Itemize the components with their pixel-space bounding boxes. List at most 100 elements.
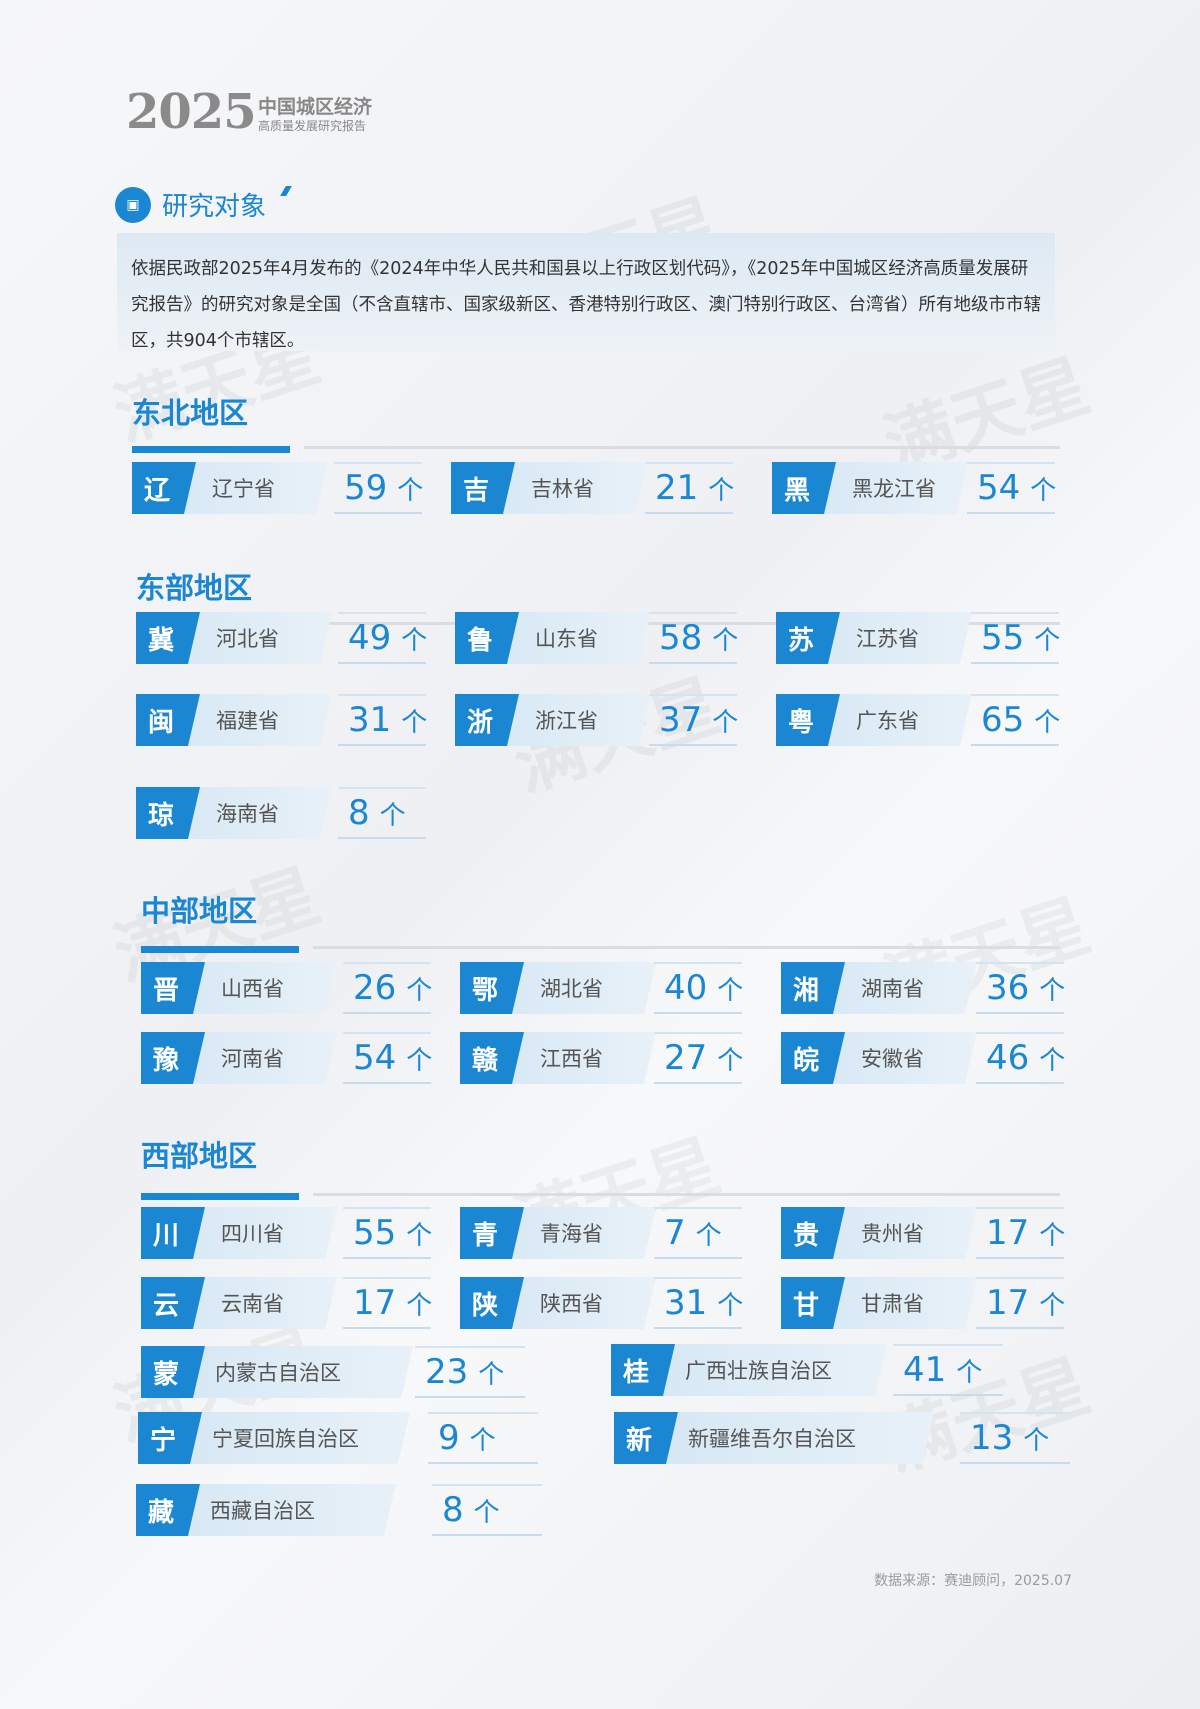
section-title: 研究对象 [162, 192, 267, 222]
province-item: 甘 甘肃省 17 个 [781, 1277, 1076, 1329]
count-unit: 个 [401, 625, 428, 656]
province-name: 吉林省 [531, 477, 594, 501]
province-item: 湘 湖南省 36 个 [781, 962, 1076, 1014]
province-abbr: 鲁 [455, 612, 519, 664]
count-unit: 个 [478, 1359, 505, 1390]
province-name: 新疆维吾尔自治区 [688, 1427, 856, 1451]
data-source: 数据来源：赛迪顾问，2025.07 [874, 1573, 1072, 1589]
count-unit: 个 [406, 1045, 433, 1076]
count-value: 31 [664, 1283, 708, 1323]
province-abbr: 吉 [451, 462, 515, 514]
province-item: 川 四川省 55 个 [141, 1207, 443, 1259]
count-unit: 个 [1039, 975, 1066, 1006]
province-name: 福建省 [216, 709, 279, 733]
district-count: 21 个 [645, 462, 735, 514]
district-count: 23 个 [415, 1346, 525, 1398]
count-value: 65 [981, 700, 1025, 740]
province-abbr: 辽 [132, 462, 196, 514]
province-item: 苏 江苏省 55 个 [776, 612, 1071, 664]
count-unit: 个 [695, 1220, 722, 1251]
title-accent [280, 186, 292, 196]
province-item: 粤 广东省 65 个 [776, 694, 1071, 746]
province-abbr: 川 [141, 1207, 205, 1259]
province-name: 辽宁省 [212, 477, 275, 501]
count-unit: 个 [1039, 1290, 1066, 1321]
count-value: 13 [970, 1418, 1014, 1458]
province-abbr: 青 [460, 1207, 524, 1259]
province-abbr: 粤 [776, 694, 840, 746]
province-name: 河南省 [221, 1047, 284, 1071]
count-unit: 个 [712, 707, 739, 738]
report-year: 2025 [126, 84, 257, 140]
count-unit: 个 [712, 625, 739, 656]
district-count: 17 个 [976, 1207, 1065, 1259]
count-unit: 个 [1030, 475, 1057, 506]
province-abbr: 苏 [776, 612, 840, 664]
province-item: 贵 贵州省 17 个 [781, 1207, 1076, 1259]
district-count: 27 个 [654, 1032, 744, 1084]
district-count: 31 个 [654, 1277, 743, 1329]
count-unit: 个 [406, 1220, 433, 1251]
count-unit: 个 [708, 475, 735, 506]
province-name: 贵州省 [861, 1222, 924, 1246]
province-item: 吉 吉林省 21 个 [451, 462, 745, 514]
province-item: 鄂 湖北省 40 个 [460, 962, 754, 1014]
divider [308, 622, 1060, 625]
province-name: 湖南省 [861, 977, 924, 1001]
province-name: 内蒙古自治区 [215, 1361, 341, 1385]
province-abbr: 琼 [136, 787, 200, 839]
province-item: 云 云南省 17 个 [141, 1277, 443, 1329]
district-count: 17 个 [343, 1277, 432, 1329]
province-item: 蒙 内蒙古自治区 23 个 [141, 1346, 525, 1398]
province-item: 闽 福建省 31 个 [136, 694, 438, 746]
district-count: 37 个 [649, 694, 739, 746]
province-name: 山东省 [535, 627, 598, 651]
divider [304, 446, 1060, 449]
district-count: 41 个 [893, 1344, 1003, 1396]
province-abbr: 冀 [136, 612, 200, 664]
count-unit: 个 [717, 1045, 744, 1076]
divider [313, 1193, 1060, 1196]
region-title: 西部地区 [141, 1139, 258, 1173]
province-abbr: 桂 [611, 1344, 675, 1396]
count-value: 49 [348, 618, 392, 658]
district-count: 13 个 [960, 1412, 1070, 1464]
count-unit: 个 [1034, 707, 1061, 738]
region-underline [132, 446, 290, 453]
province-abbr: 皖 [781, 1032, 845, 1084]
count-value: 8 [348, 793, 370, 833]
province-abbr: 贵 [781, 1207, 845, 1259]
province-item: 琼 海南省 8 个 [136, 787, 438, 839]
province-abbr: 宁 [138, 1412, 202, 1464]
region-title: 东部地区 [136, 571, 253, 605]
province-abbr: 鄂 [460, 962, 524, 1014]
province-abbr: 甘 [781, 1277, 845, 1329]
province-item: 冀 河北省 49 个 [136, 612, 438, 664]
report-title: 中国城区经济 [258, 96, 373, 118]
count-unit: 个 [1034, 625, 1061, 656]
region-title: 东北地区 [132, 396, 249, 430]
count-unit: 个 [717, 975, 744, 1006]
count-unit: 个 [379, 800, 406, 831]
report-subtitle: 高质量发展研究报告 [258, 119, 367, 133]
count-value: 9 [438, 1418, 460, 1458]
count-value: 59 [344, 468, 388, 508]
province-name: 河北省 [216, 627, 279, 651]
region-underline [141, 946, 299, 953]
count-unit: 个 [401, 707, 428, 738]
province-item: 宁 宁夏回族自治区 9 个 [138, 1412, 538, 1464]
count-value: 17 [353, 1283, 397, 1323]
district-count: 40 个 [654, 962, 744, 1014]
count-value: 31 [348, 700, 392, 740]
province-abbr: 藏 [136, 1484, 200, 1536]
count-value: 7 [664, 1213, 686, 1253]
district-count: 17 个 [976, 1277, 1066, 1329]
count-unit: 个 [473, 1497, 500, 1528]
province-item: 青 青海省 7 个 [460, 1207, 754, 1259]
count-value: 8 [442, 1490, 464, 1530]
province-abbr: 晋 [141, 962, 205, 1014]
province-name: 甘肃省 [861, 1292, 924, 1316]
province-abbr: 闽 [136, 694, 200, 746]
district-count: 58 个 [649, 612, 739, 664]
province-name: 黑龙江省 [852, 477, 936, 501]
